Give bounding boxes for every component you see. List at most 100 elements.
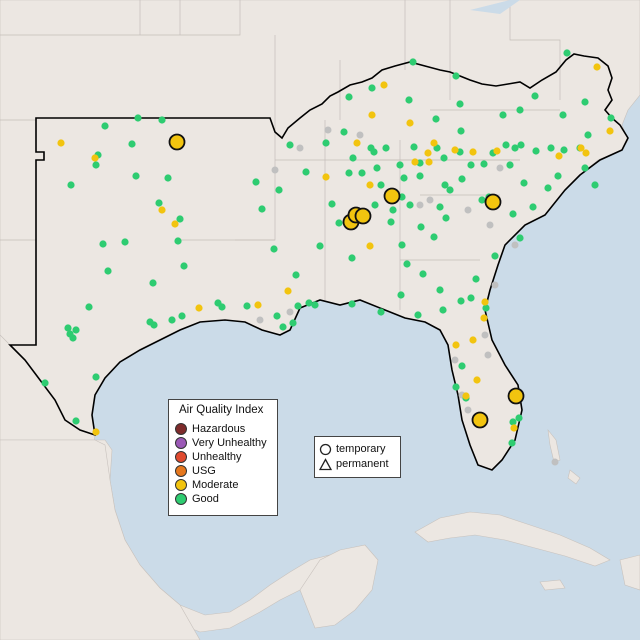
good-monitor-marker[interactable]: [134, 114, 142, 122]
good-monitor-marker[interactable]: [446, 186, 454, 194]
moderate-monitor-marker[interactable]: [593, 63, 601, 71]
good-monitor-marker[interactable]: [480, 160, 488, 168]
good-monitor-marker[interactable]: [121, 238, 129, 246]
temporary-moderate-monitor-marker[interactable]: [471, 411, 489, 429]
good-monitor-marker[interactable]: [560, 146, 568, 154]
moderate-monitor-marker[interactable]: [462, 392, 470, 400]
legend-item-usg[interactable]: USG: [175, 464, 216, 478]
good-monitor-marker[interactable]: [491, 252, 499, 260]
moderate-monitor-marker[interactable]: [353, 139, 361, 147]
good-monitor-marker[interactable]: [442, 214, 450, 222]
good-monitor-marker[interactable]: [252, 178, 260, 186]
good-monitor-marker[interactable]: [368, 84, 376, 92]
good-monitor-marker[interactable]: [164, 174, 172, 182]
good-monitor-marker[interactable]: [436, 286, 444, 294]
moderate-monitor-marker[interactable]: [480, 314, 488, 322]
legend-item-moderate[interactable]: Moderate: [175, 478, 238, 492]
good-monitor-marker[interactable]: [398, 241, 406, 249]
good-monitor-marker[interactable]: [72, 326, 80, 334]
good-monitor-marker[interactable]: [458, 175, 466, 183]
temporary-moderate-monitor-marker[interactable]: [507, 387, 525, 405]
good-monitor-marker[interactable]: [258, 205, 266, 213]
good-monitor-marker[interactable]: [335, 219, 343, 227]
good-monitor-marker[interactable]: [316, 242, 324, 250]
moderate-monitor-marker[interactable]: [322, 173, 330, 181]
good-monitor-marker[interactable]: [180, 262, 188, 270]
moderate-monitor-marker[interactable]: [510, 424, 518, 432]
good-monitor-marker[interactable]: [467, 161, 475, 169]
good-monitor-marker[interactable]: [69, 334, 77, 342]
good-monitor-marker[interactable]: [584, 131, 592, 139]
legend-item-good[interactable]: Good: [175, 492, 219, 506]
good-monitor-marker[interactable]: [67, 181, 75, 189]
moderate-monitor-marker[interactable]: [577, 144, 585, 152]
good-monitor-marker[interactable]: [405, 96, 413, 104]
good-monitor-marker[interactable]: [472, 275, 480, 283]
moderate-monitor-marker[interactable]: [284, 287, 292, 295]
good-monitor-marker[interactable]: [389, 206, 397, 214]
good-monitor-marker[interactable]: [409, 58, 417, 66]
good-monitor-marker[interactable]: [146, 318, 154, 326]
good-monitor-marker[interactable]: [348, 300, 356, 308]
legend-item-permanent[interactable]: permanent: [319, 457, 389, 471]
moderate-monitor-marker[interactable]: [57, 139, 65, 147]
good-monitor-marker[interactable]: [508, 439, 516, 447]
inactive-monitor-marker[interactable]: [481, 331, 489, 339]
moderate-monitor-marker[interactable]: [424, 149, 432, 157]
good-monitor-marker[interactable]: [436, 203, 444, 211]
good-monitor-marker[interactable]: [322, 139, 330, 147]
good-monitor-marker[interactable]: [430, 233, 438, 241]
good-monitor-marker[interactable]: [382, 144, 390, 152]
good-monitor-marker[interactable]: [101, 122, 109, 130]
good-monitor-marker[interactable]: [509, 418, 517, 426]
good-monitor-marker[interactable]: [377, 181, 385, 189]
moderate-monitor-marker[interactable]: [380, 81, 388, 89]
good-monitor-marker[interactable]: [406, 201, 414, 209]
good-monitor-marker[interactable]: [128, 140, 136, 148]
good-monitor-marker[interactable]: [416, 172, 424, 180]
good-monitor-marker[interactable]: [155, 199, 163, 207]
good-monitor-marker[interactable]: [286, 141, 294, 149]
moderate-monitor-marker[interactable]: [606, 127, 614, 135]
moderate-monitor-marker[interactable]: [451, 146, 459, 154]
moderate-monitor-marker[interactable]: [425, 158, 433, 166]
good-monitor-marker[interactable]: [517, 141, 525, 149]
good-monitor-marker[interactable]: [387, 218, 395, 226]
inactive-monitor-marker[interactable]: [356, 131, 364, 139]
good-monitor-marker[interactable]: [270, 245, 278, 253]
good-monitor-marker[interactable]: [482, 304, 490, 312]
good-monitor-marker[interactable]: [563, 49, 571, 57]
good-monitor-marker[interactable]: [554, 172, 562, 180]
good-monitor-marker[interactable]: [531, 92, 539, 100]
good-monitor-marker[interactable]: [99, 240, 107, 248]
good-monitor-marker[interactable]: [607, 114, 615, 122]
moderate-monitor-marker[interactable]: [582, 149, 590, 157]
good-monitor-marker[interactable]: [581, 164, 589, 172]
good-monitor-marker[interactable]: [502, 141, 510, 149]
good-monitor-marker[interactable]: [581, 98, 589, 106]
moderate-monitor-marker[interactable]: [452, 341, 460, 349]
good-monitor-marker[interactable]: [403, 260, 411, 268]
good-monitor-marker[interactable]: [85, 303, 93, 311]
inactive-monitor-marker[interactable]: [451, 356, 459, 364]
moderate-monitor-marker[interactable]: [92, 428, 100, 436]
moderate-monitor-marker[interactable]: [430, 139, 438, 147]
good-monitor-marker[interactable]: [348, 254, 356, 262]
legend-item-temporary[interactable]: temporary: [319, 442, 386, 456]
good-monitor-marker[interactable]: [529, 203, 537, 211]
good-monitor-marker[interactable]: [452, 383, 460, 391]
good-monitor-marker[interactable]: [516, 106, 524, 114]
good-monitor-marker[interactable]: [457, 297, 465, 305]
inactive-monitor-marker[interactable]: [426, 196, 434, 204]
good-monitor-marker[interactable]: [345, 93, 353, 101]
good-monitor-marker[interactable]: [456, 100, 464, 108]
good-monitor-marker[interactable]: [432, 115, 440, 123]
good-monitor-marker[interactable]: [358, 169, 366, 177]
inactive-monitor-marker[interactable]: [271, 166, 279, 174]
inactive-monitor-marker[interactable]: [286, 308, 294, 316]
inactive-monitor-marker[interactable]: [416, 201, 424, 209]
good-monitor-marker[interactable]: [478, 196, 486, 204]
good-monitor-marker[interactable]: [104, 267, 112, 275]
legend-item-very-unhealthy[interactable]: Very Unhealthy: [175, 436, 267, 450]
